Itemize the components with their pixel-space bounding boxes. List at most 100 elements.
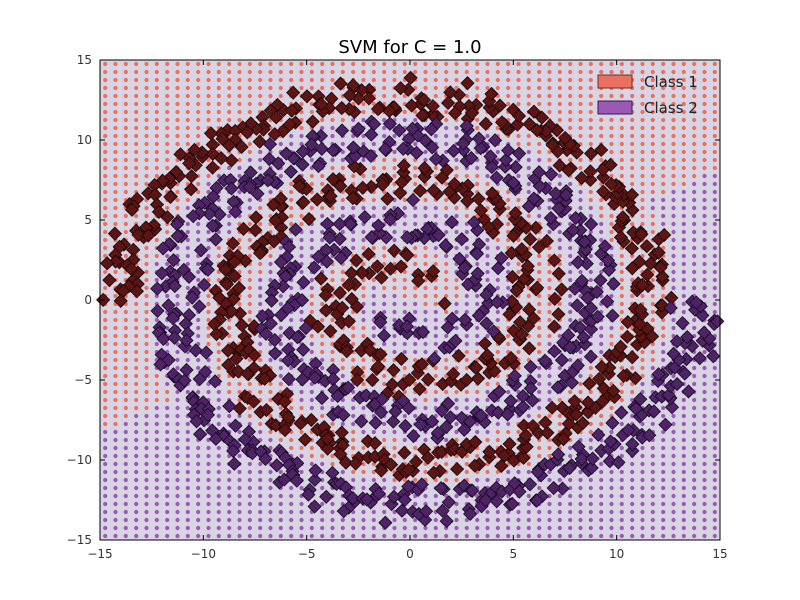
grid-dot <box>258 221 263 227</box>
grid-dot <box>247 205 252 211</box>
point-class-1 <box>339 344 354 359</box>
grid-dot <box>702 373 707 379</box>
point-class-1 <box>426 264 441 279</box>
grid-dot <box>196 461 201 467</box>
point-class-2 <box>550 380 565 395</box>
point-class-2 <box>364 230 379 245</box>
grid-dot <box>702 413 707 419</box>
grid-dot <box>278 333 283 339</box>
grid-dot <box>433 285 438 291</box>
point-class-2 <box>523 381 538 396</box>
grid-dot <box>413 445 418 451</box>
grid-dot <box>268 389 273 395</box>
grid-dot <box>216 421 221 427</box>
grid-dot <box>185 93 190 99</box>
point-class-1 <box>240 125 255 140</box>
grid-dot <box>165 165 170 171</box>
grid-dot <box>402 221 407 227</box>
point-class-2 <box>296 342 311 357</box>
grid-dot <box>113 429 118 435</box>
grid-dot <box>650 157 655 163</box>
grid-dot <box>712 469 717 475</box>
grid-dot <box>444 117 449 123</box>
point-class-1 <box>214 151 229 166</box>
point-class-2 <box>522 477 538 492</box>
grid-dot <box>289 61 294 67</box>
grid-dot <box>268 77 273 83</box>
grid-dot <box>433 517 438 523</box>
point-class-1 <box>502 436 517 452</box>
grid-dot <box>247 269 252 275</box>
grid-dot <box>568 509 573 515</box>
point-class-2 <box>710 314 725 329</box>
grid-dot <box>671 269 676 275</box>
grid-dot <box>123 453 128 459</box>
grid-dot <box>123 149 128 155</box>
grid-dot <box>134 77 139 83</box>
grid-dot <box>247 149 252 155</box>
grid-dot <box>206 309 211 315</box>
point-class-1 <box>508 206 523 221</box>
grid-dot <box>278 365 283 371</box>
grid-dot <box>175 197 180 203</box>
grid-dot <box>712 93 717 99</box>
point-class-1 <box>502 307 517 322</box>
grid-dot <box>309 181 314 187</box>
grid-dot <box>485 437 490 443</box>
grid-dot <box>216 245 221 251</box>
grid-dot <box>495 357 500 363</box>
legend-swatch-class-2 <box>597 100 633 115</box>
grid-dot <box>516 85 521 91</box>
grid-dot <box>206 477 211 483</box>
grid-dot <box>578 317 583 323</box>
grid-dot <box>227 325 232 331</box>
point-class-1 <box>545 137 560 153</box>
grid-dot <box>671 109 676 115</box>
grid-dot <box>588 509 593 515</box>
grid-dot <box>134 101 139 107</box>
grid-dot <box>165 85 170 91</box>
grid-dot <box>154 501 159 507</box>
grid-dot <box>113 141 118 147</box>
grid-dot <box>433 253 438 259</box>
grid-dot <box>464 229 469 235</box>
grid-dot <box>196 261 201 267</box>
grid-dot <box>402 309 407 315</box>
point-class-1 <box>227 269 242 284</box>
grid-dot <box>216 109 221 115</box>
point-class-2 <box>562 461 577 476</box>
grid-dot <box>413 517 418 523</box>
grid-dot <box>630 533 635 539</box>
grid-dot <box>165 533 170 539</box>
grid-dot <box>681 269 686 275</box>
grid-dot <box>547 341 552 347</box>
grid-dot <box>599 213 604 219</box>
grid-dot <box>134 117 139 123</box>
grid-dot <box>268 189 273 195</box>
point-class-1 <box>349 299 365 314</box>
grid-dot <box>712 517 717 523</box>
grid-dot <box>661 413 666 419</box>
grid-dot <box>144 269 149 275</box>
grid-dot <box>661 485 666 491</box>
grid-dot <box>268 61 273 67</box>
grid-dot <box>681 197 686 203</box>
grid-dot <box>506 525 511 531</box>
grid-dot <box>578 157 583 163</box>
point-class-1 <box>229 351 244 366</box>
point-class-1 <box>412 381 427 397</box>
grid-dot <box>123 517 128 523</box>
grid-dot <box>506 517 511 523</box>
grid-dot <box>371 333 376 339</box>
grid-dot <box>712 253 717 259</box>
grid-dot <box>113 397 118 403</box>
grid-dot <box>123 117 128 123</box>
grid-dot <box>671 261 676 267</box>
grid-dot <box>206 69 211 75</box>
grid-dot <box>175 477 180 483</box>
grid-dot <box>413 165 418 171</box>
grid-dot <box>671 149 676 155</box>
point-class-1 <box>594 359 609 374</box>
grid-dot <box>413 309 418 315</box>
grid-dot <box>216 413 221 419</box>
